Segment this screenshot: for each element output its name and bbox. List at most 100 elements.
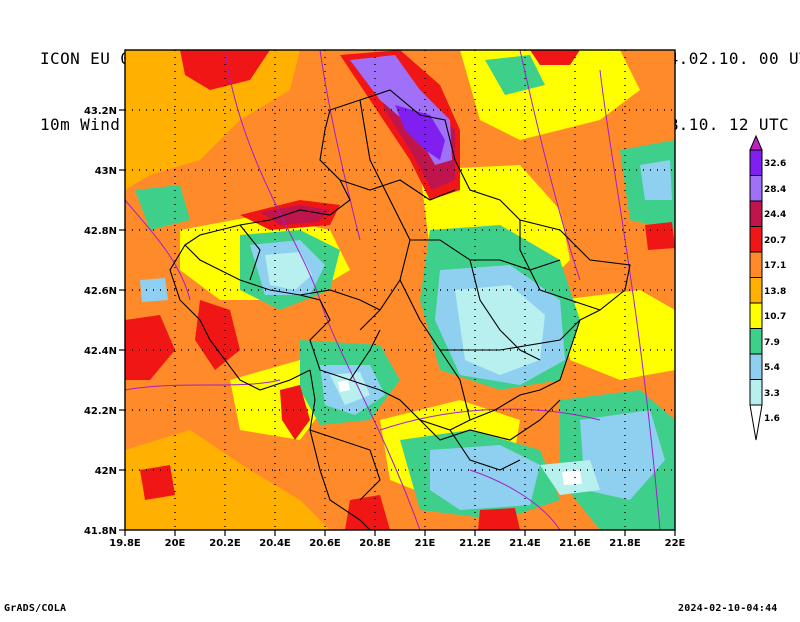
field-cyan-sw — [330, 372, 370, 405]
lat-label: 41.8N — [84, 526, 117, 537]
albania-border — [309, 369, 371, 530]
lon-label: 20.8E — [359, 538, 391, 549]
footer-credit: GrADS/COLA — [4, 603, 67, 614]
lat-label: 42N — [95, 466, 117, 477]
field-green-nw — [135, 185, 190, 230]
lon-label: 21.2E — [459, 538, 491, 549]
colorbar-label: 10.7 — [764, 312, 786, 322]
lat-label: 42.8N — [84, 226, 117, 237]
district-line — [299, 289, 381, 311]
lon-label: 21.6E — [559, 538, 591, 549]
streamline — [125, 379, 281, 391]
colorbar-labels: 32.6 28.4 24.4 20.7 17.1 13.8 10.7 7.9 5… — [764, 159, 786, 424]
lat-labels: 41.8N 42N 42.2N 42.4N 42.6N 42.8N 43N 43… — [84, 106, 117, 537]
colorbar-label: 24.4 — [764, 210, 786, 220]
colorbar-swatch — [749, 328, 763, 355]
district-line — [239, 224, 261, 281]
wind-field — [125, 50, 675, 530]
streamline — [519, 50, 581, 281]
lon-label: 20.2E — [209, 538, 241, 549]
lon-label: 20E — [165, 538, 186, 549]
field-red-ne — [530, 50, 580, 65]
district-line — [410, 239, 561, 271]
colorbar-top-cap — [749, 134, 763, 151]
colorbar-swatch — [749, 200, 763, 227]
field-red-se-bottom — [478, 508, 520, 530]
colorbar-swatch — [749, 149, 763, 176]
colorbar-swatch — [749, 379, 763, 406]
field-red-west — [125, 315, 175, 380]
colorbar-label: 3.3 — [764, 389, 780, 399]
lat-label: 43.2N — [84, 106, 117, 117]
district-line — [309, 429, 381, 501]
lon-labels: 19.8E 20E 20.2E 20.4E 20.6E 20.8E 21E 21… — [109, 538, 685, 549]
lon-label: 22E — [665, 538, 686, 549]
colorbar-swatch — [749, 175, 763, 202]
field-red-sw-bottom — [140, 465, 175, 500]
colorbar-swatch — [749, 277, 763, 304]
colorbar-label: 32.6 — [764, 159, 786, 169]
field-red-coast — [280, 385, 310, 440]
montenegro-border — [169, 244, 311, 391]
colorbar-swatch — [749, 353, 763, 380]
lon-label: 20.4E — [259, 538, 291, 549]
tick-marks — [119, 109, 676, 536]
lat-label: 42.2N — [84, 406, 117, 417]
field-red-sw — [195, 300, 240, 370]
colorbar-swatch — [749, 226, 763, 253]
colorbar-label: 1.6 — [764, 414, 780, 424]
lon-label: 21.8E — [609, 538, 641, 549]
colorbar-label: 17.1 — [764, 261, 786, 271]
lon-label: 21.4E — [509, 538, 541, 549]
field-purple-north — [395, 105, 445, 160]
colorbar-label: 28.4 — [764, 185, 786, 195]
colorbar-label: 20.7 — [764, 236, 786, 246]
district-line — [519, 220, 601, 311]
field-red-east — [645, 222, 675, 250]
district-line — [449, 429, 521, 471]
color-bar — [749, 134, 763, 441]
field-sky-south — [430, 445, 540, 510]
border-lines — [169, 89, 631, 530]
field-crimson-ridge — [260, 205, 330, 225]
field-sky-se — [580, 410, 665, 500]
district-line — [339, 179, 456, 201]
lat-label: 43N — [95, 166, 117, 177]
streamline — [379, 408, 601, 431]
field-yellow-east — [560, 290, 675, 380]
kosovo-outer-border — [184, 89, 631, 431]
field-red-nw — [180, 50, 270, 90]
macedonia-border — [419, 399, 561, 441]
colorbar-bottom-cap — [749, 404, 763, 441]
colorbar-label: 5.4 — [764, 363, 780, 373]
graticule — [125, 50, 675, 530]
field-red-south — [345, 495, 390, 530]
colorbar-swatch — [749, 302, 763, 329]
district-line — [349, 329, 381, 381]
field-sky-east — [640, 160, 672, 200]
district-line — [440, 319, 581, 351]
streamlines — [125, 50, 661, 530]
lon-label: 21E — [415, 538, 436, 549]
field-white-spot — [562, 470, 582, 485]
lat-label: 42.4N — [84, 346, 117, 357]
streamline — [599, 69, 661, 530]
district-line — [469, 259, 541, 361]
lat-label: 42.6N — [84, 286, 117, 297]
streamline — [469, 469, 561, 530]
streamline — [319, 50, 361, 241]
streamline — [125, 199, 191, 301]
lon-label: 19.8E — [109, 538, 141, 549]
colorbar-label: 13.8 — [764, 287, 786, 297]
field-green-north — [485, 55, 545, 95]
colorbar-swatch — [749, 251, 763, 278]
footer-timestamp: 2024-02-10-04:44 — [678, 603, 778, 614]
field-white-spot-2 — [338, 380, 350, 392]
field-cyan-west — [265, 252, 312, 290]
lon-label: 20.6E — [309, 538, 341, 549]
field-orange-light-west — [125, 50, 300, 190]
field-orange-light-south — [125, 430, 330, 530]
colorbar-label: 7.9 — [764, 338, 780, 348]
